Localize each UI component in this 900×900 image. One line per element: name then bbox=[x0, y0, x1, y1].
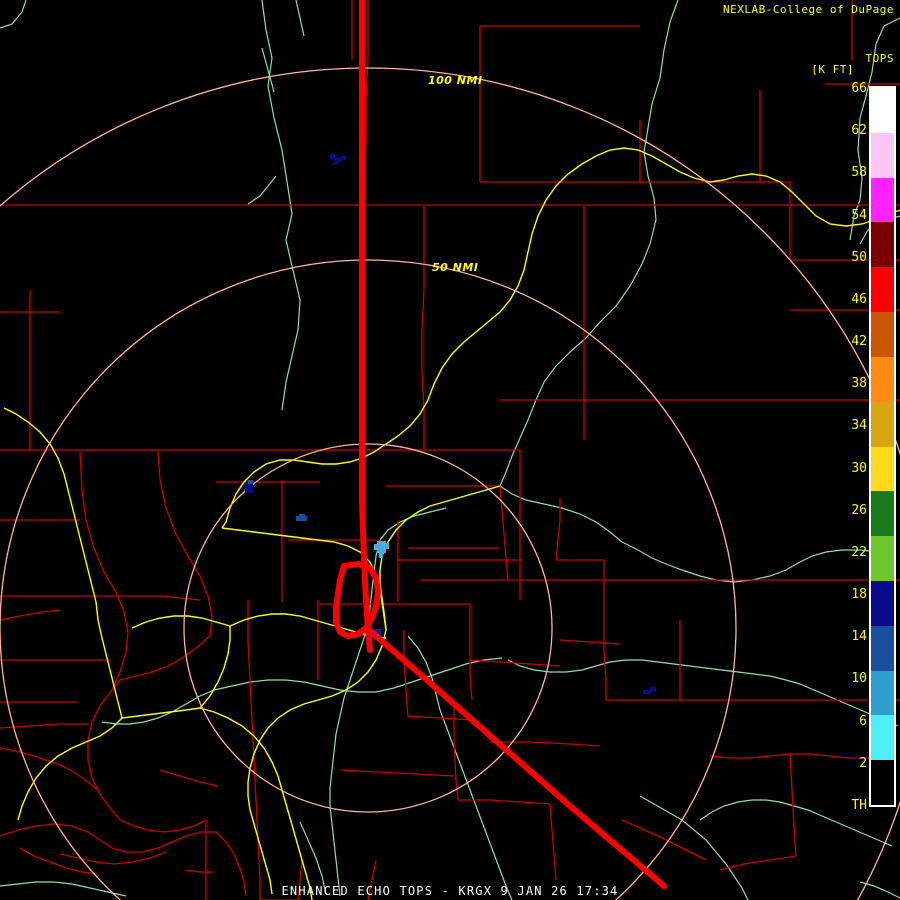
colorbar-segment-22 bbox=[871, 491, 894, 537]
colorbar-segment-54 bbox=[871, 132, 894, 178]
colorbar-segment-26 bbox=[871, 446, 894, 492]
range-ring-label-100nmi: 100 NMI bbox=[428, 74, 483, 87]
colorbar-tick-46: 46 bbox=[851, 291, 867, 307]
colorbar-tick-62: 62 bbox=[851, 123, 867, 139]
colorbar-tick-18: 18 bbox=[851, 587, 867, 603]
echo-cell-west bbox=[245, 480, 253, 493]
colorbar-segment-18 bbox=[871, 536, 894, 581]
colorbar-tick-th: TH bbox=[851, 798, 867, 813]
colorbar-segment-46 bbox=[871, 222, 894, 268]
colorbar-tick-26: 26 bbox=[851, 502, 867, 518]
colorbar-tick-30: 30 bbox=[851, 460, 867, 476]
colorbar-segment-38 bbox=[871, 312, 894, 357]
product-caption: ENHANCED ECHO TOPS - KRGX 9 JAN 26 17:34 bbox=[281, 884, 619, 898]
range-ring-100nmi bbox=[0, 259, 737, 900]
colorbar-segment-30 bbox=[871, 401, 894, 447]
colorbar-tick-34: 34 bbox=[851, 418, 867, 434]
colorbar-segment-42 bbox=[871, 267, 894, 313]
colorbar-units: [K FT] bbox=[811, 63, 854, 76]
echo-cell-west-south bbox=[296, 514, 307, 521]
echo-cell-center bbox=[374, 541, 389, 558]
colorbar-tick-58: 58 bbox=[851, 165, 867, 181]
colorbar-segment-th bbox=[871, 760, 894, 805]
colorbar-tick-6: 6 bbox=[859, 713, 867, 729]
colorbar-tick-42: 42 bbox=[851, 334, 867, 350]
warning-polygon-layer bbox=[333, 0, 667, 889]
colorbar-tick-66: 66 bbox=[851, 81, 867, 96]
colorbar-tick-14: 14 bbox=[851, 629, 867, 645]
colorbar-tick-labels: TH 2 6 10 14 18 22 26 30 34 38 42 46 50 54 58 62 66 bbox=[821, 82, 867, 812]
colorbar-segment-10 bbox=[871, 625, 894, 671]
colorbar-tick-2: 2 bbox=[859, 755, 867, 771]
colorbar-tick-38: 38 bbox=[851, 376, 867, 392]
echo-cell-southeast bbox=[643, 687, 656, 694]
echo-cell-north bbox=[330, 154, 346, 165]
colorbar-segment-50 bbox=[871, 177, 894, 223]
colorbar-tick-54: 54 bbox=[851, 207, 867, 223]
colorbar-segment-2 bbox=[871, 715, 894, 761]
range-ring-50nmi bbox=[183, 443, 553, 813]
colorbar-segments bbox=[871, 88, 894, 805]
range-ring-layer bbox=[0, 67, 900, 900]
warning-polygon-cell bbox=[333, 561, 381, 639]
colorbar-tick-22: 22 bbox=[851, 544, 867, 560]
colorbar-tick-50: 50 bbox=[851, 249, 867, 265]
colorbar-segment-34 bbox=[871, 356, 894, 402]
warning-line-diagonal bbox=[366, 627, 667, 889]
colorbar[interactable]: TH 2 6 10 14 18 22 26 30 34 38 42 46 50 54 58 62 66 bbox=[851, 82, 896, 812]
colorbar-title: TOPS bbox=[865, 52, 894, 65]
brand-label: NEXLAB-College of DuPage bbox=[723, 3, 894, 16]
range-ring-label-50nmi: 50 NMI bbox=[432, 261, 479, 274]
colorbar-tick-10: 10 bbox=[851, 671, 867, 687]
range-ring-outer bbox=[0, 67, 900, 900]
colorbar-segment-6 bbox=[871, 670, 894, 716]
colorbar-segment-14 bbox=[871, 580, 894, 626]
warning-line-vertical bbox=[359, 0, 373, 653]
colorbar-segment-58 bbox=[871, 88, 894, 133]
